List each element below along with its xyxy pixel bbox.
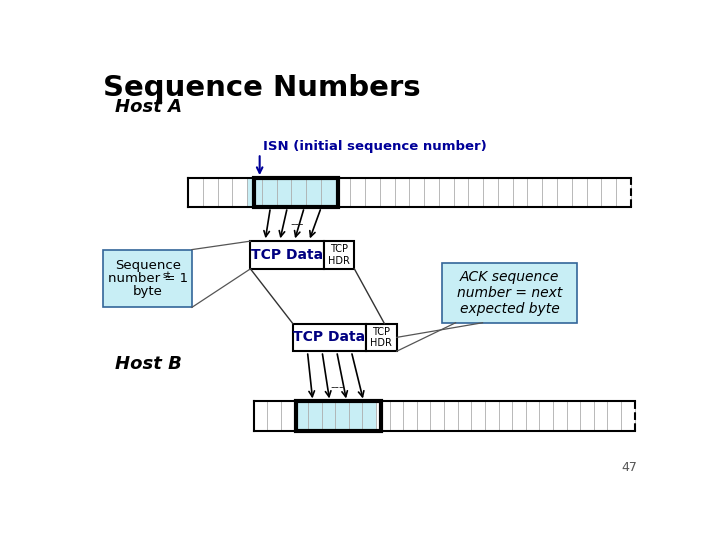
Bar bbox=[294, 401, 308, 430]
Bar bbox=[267, 401, 281, 430]
Bar bbox=[439, 178, 454, 207]
Bar bbox=[621, 401, 634, 430]
Bar bbox=[336, 178, 351, 207]
Bar bbox=[454, 178, 469, 207]
Bar bbox=[572, 178, 587, 207]
Bar bbox=[567, 401, 580, 430]
Bar bbox=[498, 401, 512, 430]
Bar bbox=[458, 401, 472, 430]
Bar bbox=[616, 178, 631, 207]
Text: Sequence Numbers: Sequence Numbers bbox=[104, 74, 421, 102]
Bar bbox=[362, 401, 376, 430]
Bar bbox=[498, 178, 513, 207]
Bar bbox=[233, 178, 247, 207]
Bar bbox=[395, 178, 410, 207]
Bar bbox=[513, 178, 528, 207]
Bar bbox=[587, 178, 601, 207]
Bar bbox=[365, 178, 380, 207]
Bar bbox=[276, 178, 292, 207]
Bar bbox=[281, 401, 294, 430]
Bar bbox=[104, 249, 192, 307]
Bar bbox=[217, 178, 233, 207]
Text: ACK sequence
number = next
expected byte: ACK sequence number = next expected byte bbox=[456, 269, 562, 316]
Bar bbox=[483, 178, 498, 207]
Bar bbox=[417, 401, 431, 430]
Text: Sequence: Sequence bbox=[114, 259, 181, 272]
Bar bbox=[321, 178, 336, 207]
Bar bbox=[442, 262, 577, 323]
Bar bbox=[293, 323, 366, 351]
Bar bbox=[351, 178, 365, 207]
Bar bbox=[469, 178, 483, 207]
Bar bbox=[485, 401, 498, 430]
Bar bbox=[472, 401, 485, 430]
Bar bbox=[253, 401, 267, 430]
Bar bbox=[601, 178, 616, 207]
Bar bbox=[292, 178, 306, 207]
Text: byte: byte bbox=[132, 285, 163, 298]
Bar bbox=[262, 178, 276, 207]
Bar bbox=[410, 178, 424, 207]
Text: number = 1: number = 1 bbox=[107, 272, 188, 285]
Bar bbox=[539, 401, 553, 430]
Text: ---: --- bbox=[330, 381, 343, 394]
Text: TCP
HDR: TCP HDR bbox=[370, 327, 392, 348]
Bar bbox=[188, 178, 203, 207]
Bar bbox=[608, 401, 621, 430]
Text: Host B: Host B bbox=[115, 355, 181, 373]
Bar bbox=[512, 401, 526, 430]
Bar bbox=[557, 178, 572, 207]
Bar bbox=[553, 401, 567, 430]
Bar bbox=[528, 178, 542, 207]
Bar bbox=[322, 401, 336, 430]
Bar bbox=[251, 241, 323, 269]
Text: ---: --- bbox=[290, 218, 304, 231]
Bar bbox=[424, 178, 439, 207]
Text: TCP Data: TCP Data bbox=[293, 330, 366, 345]
Text: TCP
HDR: TCP HDR bbox=[328, 244, 350, 266]
Bar bbox=[247, 178, 262, 207]
Bar bbox=[444, 401, 458, 430]
Bar bbox=[526, 401, 539, 430]
Bar bbox=[253, 178, 338, 207]
Bar bbox=[542, 178, 557, 207]
Bar bbox=[306, 178, 321, 207]
Bar bbox=[203, 178, 217, 207]
Text: st: st bbox=[162, 271, 171, 280]
Bar bbox=[296, 401, 381, 430]
Bar bbox=[594, 401, 608, 430]
Bar bbox=[403, 401, 417, 430]
Text: TCP Data: TCP Data bbox=[251, 248, 323, 262]
Text: Host A: Host A bbox=[115, 98, 182, 116]
Bar bbox=[376, 401, 390, 430]
Text: 47: 47 bbox=[621, 462, 637, 475]
Bar bbox=[323, 241, 354, 269]
Bar bbox=[308, 401, 322, 430]
Bar bbox=[336, 401, 348, 430]
Bar bbox=[580, 401, 594, 430]
Bar bbox=[390, 401, 403, 430]
Text: ISN (initial sequence number): ISN (initial sequence number) bbox=[263, 139, 487, 153]
Bar bbox=[348, 401, 362, 430]
Bar bbox=[431, 401, 444, 430]
Bar bbox=[380, 178, 395, 207]
Bar bbox=[366, 323, 397, 351]
